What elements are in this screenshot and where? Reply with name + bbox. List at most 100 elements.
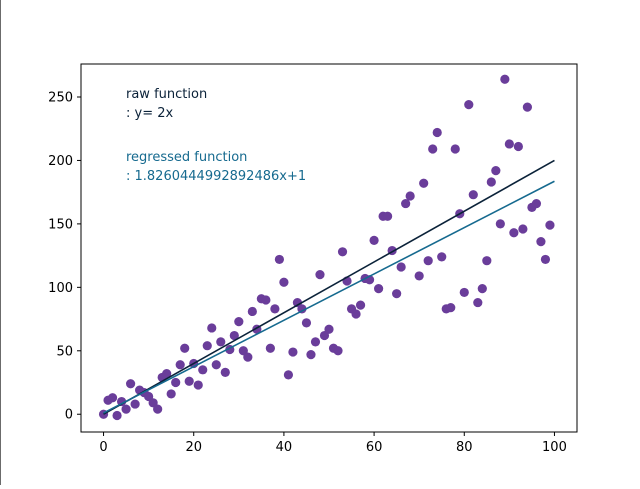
data-point — [482, 256, 492, 266]
data-point — [216, 337, 226, 347]
data-point — [261, 295, 271, 305]
data-point — [229, 330, 239, 341]
data-point — [423, 256, 433, 266]
y-tick-label: 150 — [48, 217, 73, 232]
regressed-function-label: regressed function — [126, 150, 247, 165]
data-point — [288, 347, 298, 357]
data-point — [477, 284, 487, 294]
x-tick-label: 60 — [366, 440, 383, 455]
x-tick-label: 20 — [185, 440, 202, 455]
data-point — [306, 349, 316, 360]
x-tick-label: 100 — [542, 440, 567, 455]
window-left-border — [0, 0, 1, 485]
data-point — [414, 271, 424, 281]
data-point — [234, 317, 244, 327]
data-point — [144, 391, 154, 402]
data-point — [126, 379, 136, 389]
data-point — [274, 254, 284, 265]
data-point — [207, 323, 217, 333]
raw-function-line — [103, 159, 555, 415]
data-point — [401, 198, 411, 209]
y-tick-label: 200 — [48, 154, 73, 169]
data-point — [419, 178, 429, 188]
data-point — [184, 376, 194, 386]
data-point — [536, 237, 546, 247]
data-point — [175, 360, 185, 370]
data-point — [166, 389, 176, 399]
data-point — [202, 341, 212, 351]
data-point — [283, 370, 294, 380]
y-tick-label: 100 — [48, 281, 73, 296]
data-point — [437, 252, 447, 262]
data-point — [383, 211, 393, 221]
data-point — [301, 318, 312, 328]
data-point — [450, 144, 460, 154]
data-point — [446, 303, 456, 313]
y-tick-label: 250 — [48, 90, 73, 105]
data-point — [292, 297, 303, 308]
data-point — [171, 377, 181, 388]
data-point — [220, 367, 230, 377]
data-point — [459, 287, 469, 298]
data-point — [238, 346, 248, 356]
data-point — [162, 369, 172, 379]
data-point — [473, 297, 483, 308]
data-point — [333, 346, 343, 356]
annotation-group: raw function : y= 2x regressed function … — [126, 87, 306, 184]
data-point — [428, 144, 438, 154]
data-point — [531, 198, 542, 209]
data-point — [545, 220, 555, 230]
axes-frame — [80, 63, 578, 433]
data-point — [211, 360, 221, 370]
data-point — [112, 410, 122, 421]
data-point — [351, 309, 361, 319]
data-point — [504, 139, 514, 149]
data-point — [491, 165, 501, 176]
data-point — [495, 219, 505, 229]
data-point — [279, 277, 289, 287]
data-point — [464, 100, 474, 110]
data-point — [500, 74, 510, 84]
data-point — [486, 177, 496, 187]
data-point — [180, 343, 190, 353]
data-point — [392, 289, 402, 299]
data-point — [315, 270, 325, 280]
data-point — [513, 141, 523, 152]
data-point — [374, 284, 384, 294]
data-point — [324, 324, 334, 334]
data-point — [432, 127, 442, 138]
data-point — [540, 254, 551, 265]
data-point — [243, 352, 253, 362]
data-point — [193, 380, 203, 390]
x-tick-label: 80 — [456, 440, 473, 455]
data-point — [509, 228, 519, 238]
raw-function-label: raw function — [126, 87, 207, 102]
data-point — [107, 393, 118, 403]
data-point — [121, 404, 131, 414]
y-tick-label: 0 — [65, 408, 73, 423]
data-point — [198, 365, 208, 375]
data-point — [148, 398, 158, 408]
data-point — [319, 330, 330, 341]
y-tick-label: 50 — [56, 344, 73, 359]
data-point — [369, 235, 379, 245]
data-point — [355, 300, 366, 310]
data-point — [130, 399, 140, 409]
x-tick-label: 40 — [276, 440, 293, 455]
data-point — [310, 337, 321, 347]
data-point — [247, 306, 257, 317]
plot-area: 0 20 40 60 80 100 0 50 100 150 200 250 — [48, 63, 578, 455]
data-point — [405, 191, 415, 201]
data-point — [396, 262, 406, 272]
regressed-function-formula: : 1.8260444992892486x+1 — [126, 169, 306, 184]
raw-function-formula: : y= 2x — [126, 106, 174, 121]
data-point — [518, 224, 528, 234]
data-point — [116, 396, 127, 407]
data-point — [270, 304, 280, 314]
data-point — [468, 190, 478, 200]
data-point — [153, 404, 163, 414]
data-point — [265, 343, 275, 353]
x-tick-label: 0 — [99, 440, 107, 455]
